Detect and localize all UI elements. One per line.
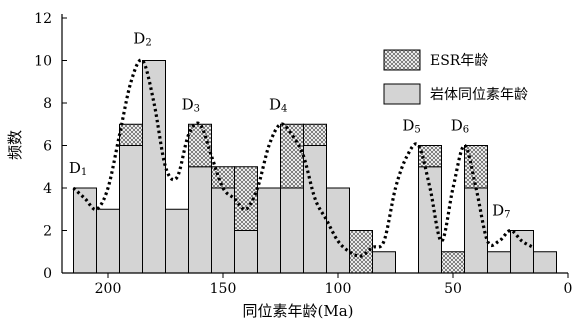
bar-esr-12 — [349, 230, 373, 274]
y-tick-label: 4 — [43, 181, 52, 197]
peak-label-7: D7 — [492, 202, 510, 221]
bar-isotope-17 — [464, 187, 488, 274]
bar-isotope-15 — [418, 166, 442, 274]
peak-label-subscript: 3 — [194, 103, 200, 114]
bar-esr-10 — [303, 123, 327, 146]
peak-label-subscript: 7 — [504, 210, 510, 221]
peak-label-subscript: 6 — [463, 125, 469, 136]
x-tick-label: 200 — [95, 281, 122, 297]
bar-esr-9 — [280, 123, 304, 189]
legend: ESR年龄 岩体同位素年龄 — [383, 49, 528, 105]
bar-isotope-6 — [211, 187, 235, 274]
y-tick-label: 10 — [34, 54, 52, 70]
bar-isotope-7 — [234, 230, 258, 274]
x-tick-label: 0 — [564, 281, 573, 297]
legend-swatch-esr — [383, 49, 421, 71]
y-axis-title: 频数 — [6, 130, 24, 160]
bars-layer — [73, 60, 557, 274]
peak-label-4: D4 — [269, 95, 287, 114]
y-tick-label: 12 — [34, 11, 52, 27]
x-axis-title: 同位素年龄(Ma) — [242, 302, 353, 320]
bar-isotope-3 — [142, 60, 166, 274]
peak-label-subscript: 5 — [414, 125, 420, 136]
x-tick-label: 150 — [210, 281, 237, 297]
bar-isotope-5 — [188, 166, 212, 274]
bar-isotope-20 — [533, 251, 557, 274]
bar-esr-2 — [119, 123, 143, 146]
peak-label-5: D5 — [402, 117, 420, 136]
x-tick-label: 100 — [325, 281, 352, 297]
bar-isotope-19 — [510, 230, 534, 274]
bar-esr-16 — [441, 251, 465, 274]
bar-esr-15 — [418, 145, 442, 168]
bar-isotope-2 — [119, 145, 143, 274]
bar-isotope-1 — [96, 208, 120, 274]
y-tick-label: 8 — [43, 96, 52, 112]
legend-label-esr: ESR年龄 — [430, 53, 488, 69]
legend-label-isotope: 岩体同位素年龄 — [430, 87, 528, 103]
bar-esr-5 — [188, 123, 212, 168]
peak-label-3: D3 — [182, 95, 200, 114]
bar-isotope-4 — [165, 208, 189, 274]
x-tick-label: 50 — [444, 281, 462, 297]
peak-label-subscript: 4 — [281, 103, 287, 114]
bar-isotope-10 — [303, 145, 327, 274]
peak-label-1: D1 — [69, 159, 87, 178]
bar-isotope-11 — [326, 187, 350, 274]
axes — [61, 14, 569, 278]
y-tick-label: 6 — [43, 139, 52, 155]
legend-swatch-isotope — [383, 83, 421, 105]
peak-label-2: D2 — [133, 30, 151, 49]
bar-isotope-8 — [257, 187, 281, 274]
bar-isotope-18 — [487, 251, 511, 274]
peak-label-6: D6 — [451, 117, 469, 136]
peak-label-subscript: 1 — [81, 167, 87, 178]
y-tick-label: 2 — [43, 224, 52, 240]
peak-label-subscript: 2 — [145, 38, 151, 49]
bar-isotope-13 — [372, 251, 396, 274]
bar-isotope-9 — [280, 187, 304, 274]
trend-curve — [72, 58, 535, 258]
y-tick-label: 0 — [43, 266, 52, 282]
